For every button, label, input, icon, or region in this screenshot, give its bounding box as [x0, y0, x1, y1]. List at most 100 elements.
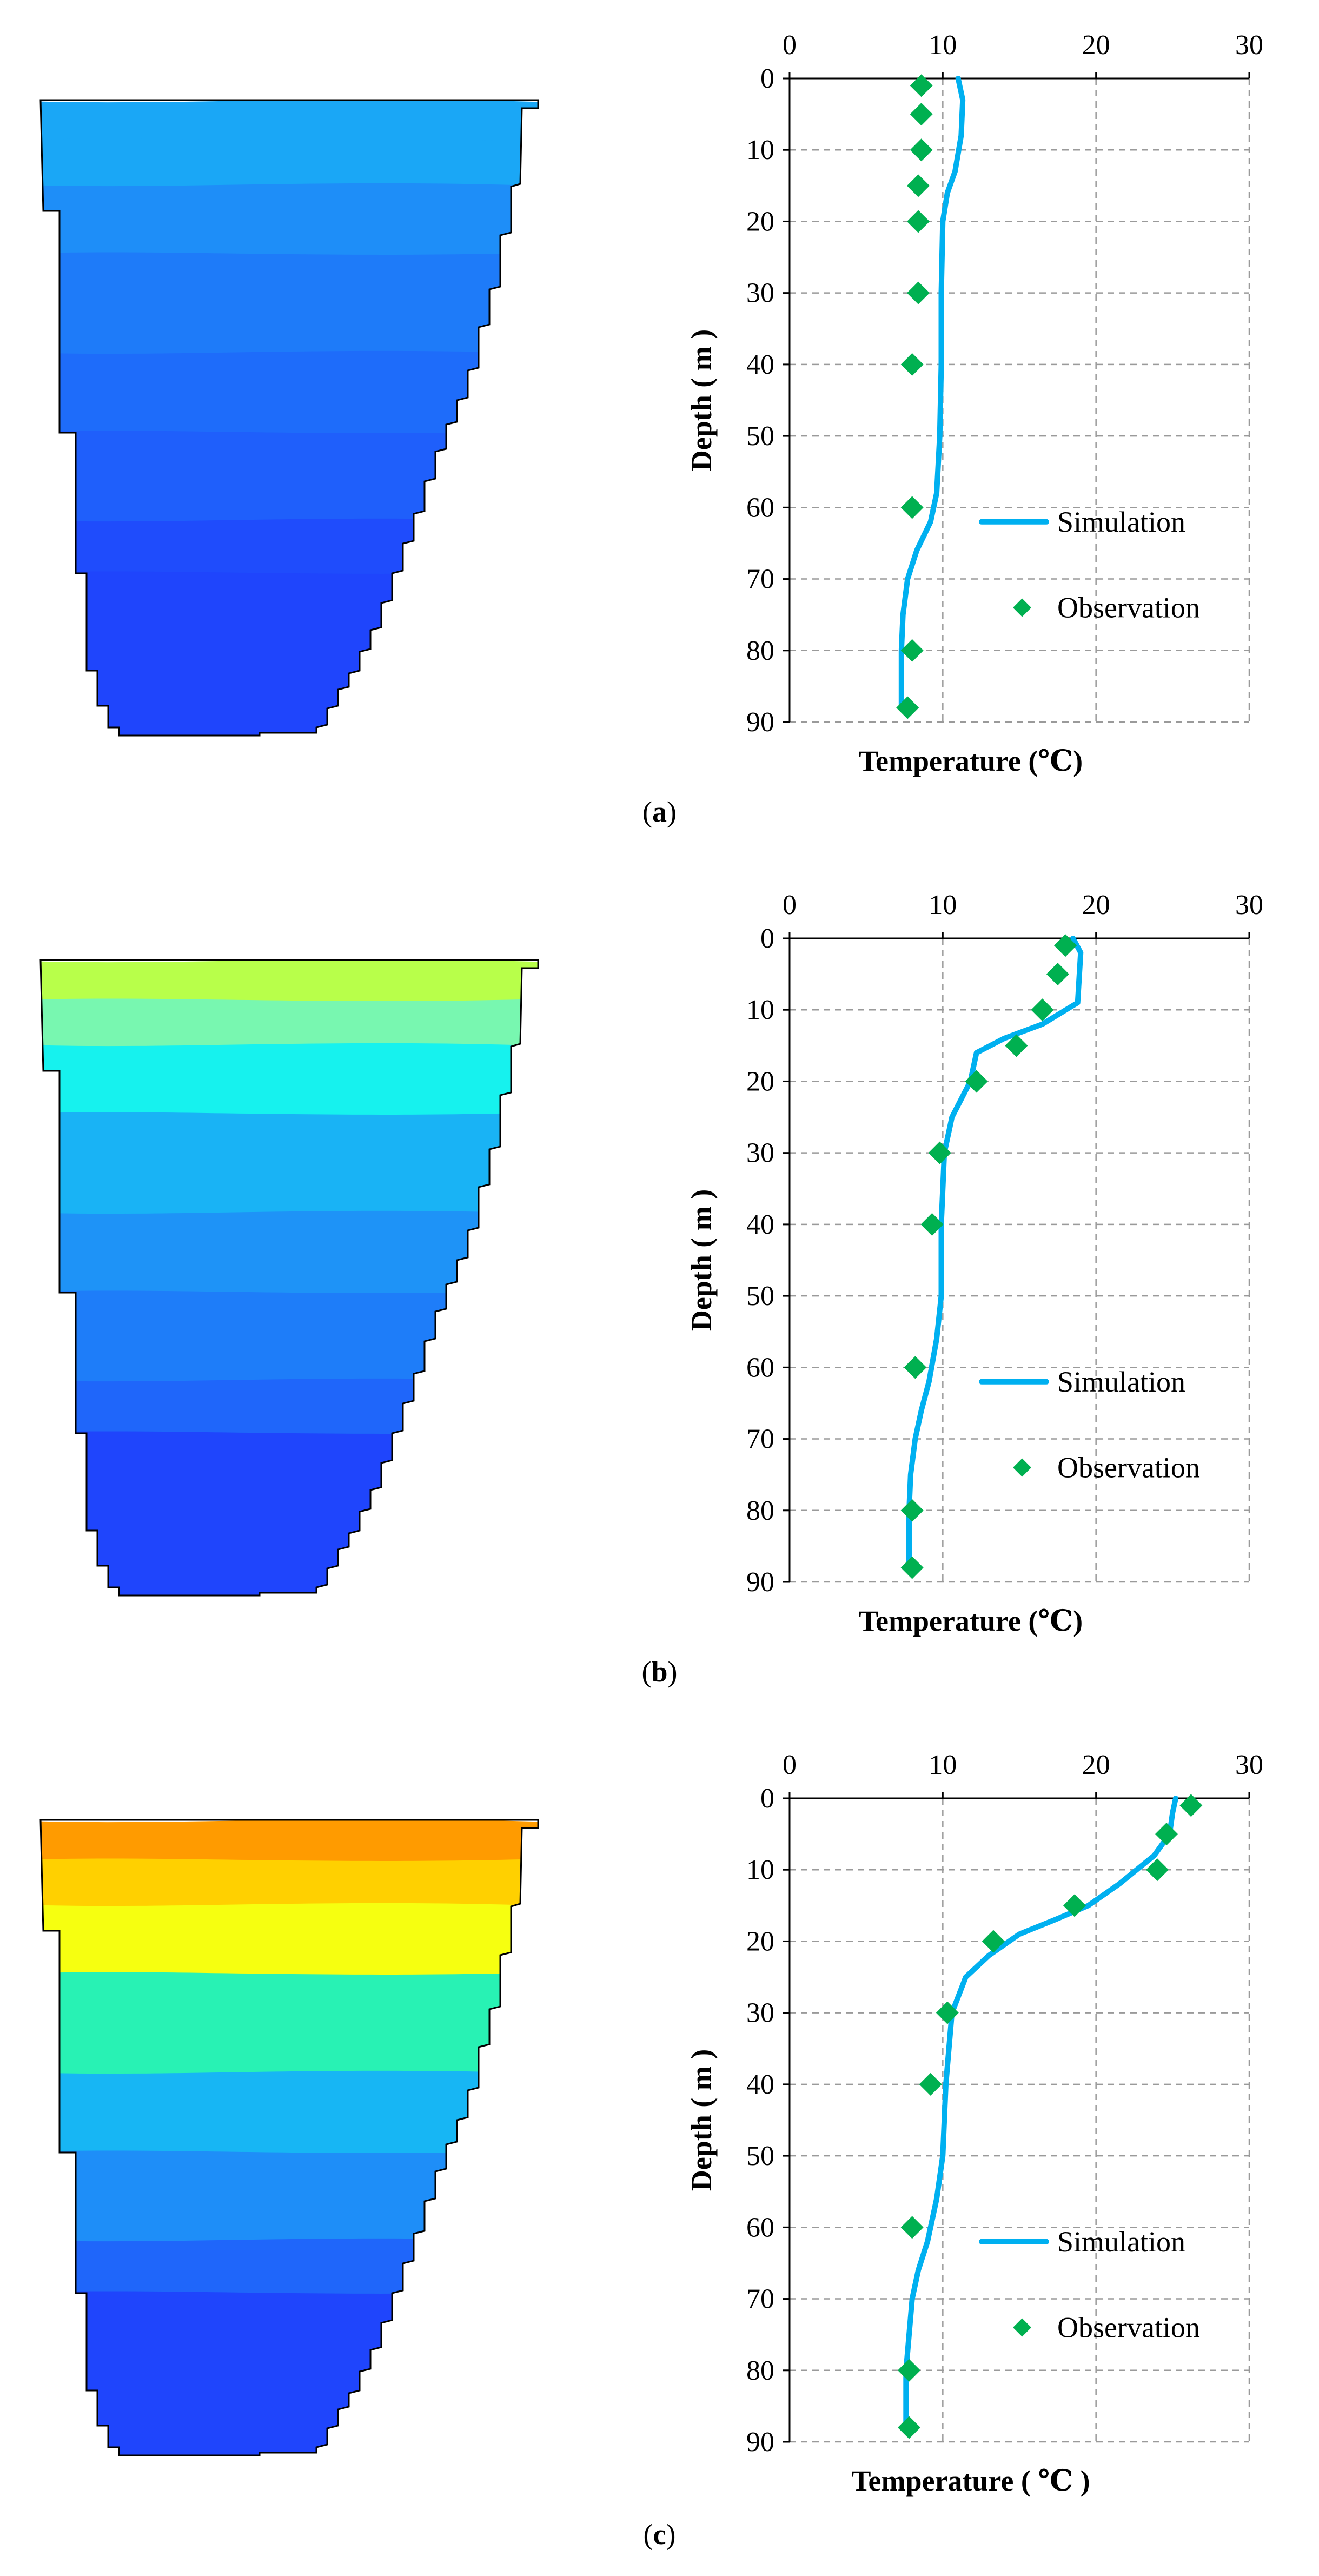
observation-point	[907, 281, 930, 304]
observation-point	[1005, 1034, 1028, 1057]
legend-observation-label: Observation	[1057, 1451, 1200, 1484]
temperature-chart-c: 0 10 20 30 0 10 20 30 40 50 60 70 80 90 Temperature ( …	[685, 1750, 1263, 2497]
x-axis-title: Temperature ( ℃ )	[851, 2465, 1090, 2497]
legend-observation-label: Observation	[1057, 591, 1200, 624]
temperature-layer	[41, 1289, 538, 1390]
y-axis-title: Depth ( m )	[685, 1189, 718, 1331]
caption-c: (c)	[643, 2518, 676, 2551]
observation-point	[900, 496, 924, 519]
observation-point	[1046, 963, 1069, 986]
x-tick-label: 0	[783, 1750, 797, 1780]
y-tick-label: 80	[746, 635, 774, 666]
temperature-layer	[41, 960, 538, 1011]
y-tick-label: 50	[746, 1281, 774, 1312]
y-tick-label: 90	[746, 707, 774, 738]
observation-point	[1054, 934, 1077, 957]
y-tick-label: 20	[746, 1066, 774, 1097]
observation-point	[965, 1070, 988, 1093]
reservoir-profile-c	[39, 1819, 539, 2456]
observation-point	[904, 1356, 927, 1379]
x-tick-label: 20	[1082, 30, 1110, 61]
x-tick-label: 20	[1082, 1750, 1110, 1780]
x-tick-label: 10	[929, 890, 957, 921]
simulation-line	[898, 76, 966, 711]
observation-point	[910, 138, 933, 162]
observation-point	[919, 2072, 942, 2096]
reservoir-profile-a	[39, 99, 539, 737]
x-axis-title: Temperature (℃)	[859, 1605, 1083, 1637]
temperature-layer	[41, 1430, 538, 1595]
legend-simulation-label: Simulation	[1057, 2226, 1185, 2258]
observation-point	[900, 2216, 924, 2239]
y-tick-label: 40	[746, 349, 774, 380]
y-axis-title: Depth ( m )	[685, 329, 718, 471]
observation-point	[920, 1213, 944, 1236]
y-tick-label: 30	[746, 1998, 774, 2029]
panel-a: 0 10 20 30 0 10 20 30 40 50 60 70 80 90 Temperature (℃…	[0, 0, 1319, 855]
caption-a: (a)	[642, 796, 677, 828]
y-tick-label: 90	[746, 2427, 774, 2458]
y-tick-label: 60	[746, 492, 774, 523]
y-tick-label: 20	[746, 1926, 774, 1957]
observation-point	[910, 103, 933, 126]
temperature-layer	[41, 137, 538, 195]
observation-point	[907, 174, 930, 197]
temperature-layer	[41, 1971, 538, 2082]
y-tick-label: 80	[746, 2355, 774, 2386]
y-tick-label: 60	[746, 1352, 774, 1383]
observation-point	[1031, 998, 1054, 1022]
y-tick-label: 70	[746, 2284, 774, 2315]
y-tick-label: 40	[746, 2069, 774, 2100]
y-tick-label: 60	[746, 2212, 774, 2243]
temperature-layer	[41, 2290, 538, 2455]
temperature-layer	[41, 1111, 538, 1222]
reservoir-outline	[39, 959, 539, 1597]
observation-point	[900, 353, 924, 376]
y-tick-label: 70	[746, 564, 774, 595]
legend-observation-swatch	[1013, 2318, 1031, 2337]
temperature-layer	[41, 1903, 538, 1985]
y-tick-label: 20	[746, 206, 774, 237]
y-tick-label: 50	[746, 421, 774, 452]
x-tick-label: 10	[929, 30, 957, 61]
reservoir-outline	[39, 1819, 539, 2456]
x-axis-title: Temperature (℃)	[859, 745, 1083, 777]
temperature-layer	[41, 1043, 538, 1125]
observation-point	[982, 1930, 1005, 1953]
temperature-layer	[41, 251, 538, 362]
temperature-layer	[41, 183, 538, 265]
panel-c: 0 10 20 30 0 10 20 30 40 50 60 70 80 90 Temperature ( …	[0, 1720, 1319, 2574]
simulation-line	[903, 1796, 1178, 2431]
y-tick-label: 10	[746, 1855, 774, 1885]
observation-point	[900, 1556, 924, 1579]
observation-point	[1146, 1858, 1169, 1882]
temperature-layer	[41, 570, 538, 736]
legend-simulation-label: Simulation	[1057, 506, 1185, 538]
temperature-layer	[41, 1857, 538, 1915]
y-tick-label: 80	[746, 1495, 774, 1526]
panel-b: 0 10 20 30 0 10 20 30 40 50 60 70 80 90 Temperature (℃…	[0, 860, 1319, 1714]
temperature-layer	[41, 1820, 538, 1871]
y-tick-label: 70	[746, 1424, 774, 1455]
observation-point	[910, 74, 933, 97]
temperature-layer	[41, 429, 538, 530]
observation-point	[898, 2416, 920, 2439]
observation-point	[900, 1499, 924, 1522]
observation-point	[896, 696, 919, 719]
y-tick-label: 90	[746, 1567, 774, 1598]
x-tick-label: 30	[1235, 30, 1263, 61]
observation-point	[898, 2359, 920, 2382]
temperature-layer	[41, 100, 538, 151]
observation-point	[1063, 1894, 1086, 1917]
observation-point	[928, 1141, 951, 1164]
x-tick-label: 20	[1082, 890, 1110, 921]
y-tick-label: 40	[746, 1209, 774, 1240]
legend-observation-swatch	[1013, 598, 1031, 617]
x-tick-label: 30	[1235, 890, 1263, 921]
legend-simulation-label: Simulation	[1057, 1366, 1185, 1398]
observation-point	[900, 639, 924, 662]
temperature-layer	[41, 350, 538, 443]
y-tick-label: 50	[746, 2141, 774, 2171]
y-tick-label: 0	[760, 1783, 774, 1814]
observation-point	[907, 210, 930, 233]
